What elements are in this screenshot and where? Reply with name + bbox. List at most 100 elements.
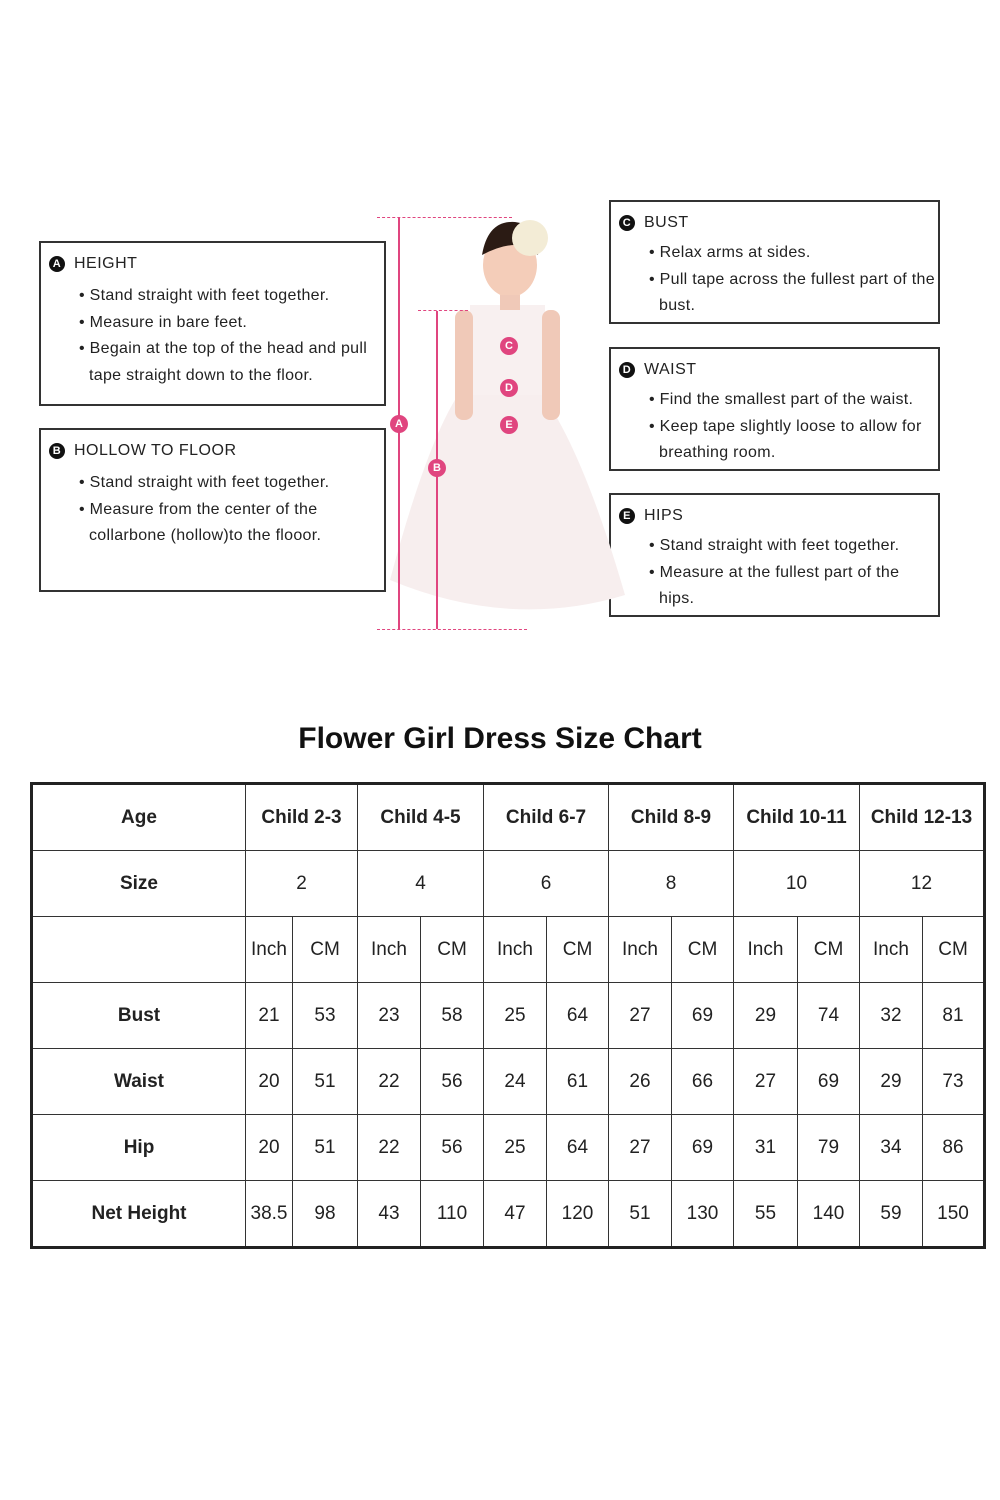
instruction-heading: B HOLLOW TO FLOOR: [49, 442, 237, 460]
instruction-box-bust: C BUST Relax arms at sides.Pull tape acros…: [609, 200, 940, 324]
instruction-bullet: Measure at the fullest part of the hips.: [649, 560, 938, 613]
value-cell: 74: [797, 982, 860, 1049]
value-cell: 31: [733, 1114, 798, 1181]
letter-badge-icon: C: [619, 215, 635, 231]
value-cell: 29: [859, 1048, 923, 1115]
value-cell: 20: [245, 1114, 293, 1181]
instruction-box-hollow-to-floor: B HOLLOW TO FLOOR Stand straight with feet…: [39, 428, 386, 592]
value-cell: 26: [608, 1048, 672, 1115]
instruction-heading: E HIPS: [619, 507, 683, 525]
value-cell: 130: [671, 1180, 734, 1248]
value-cell: 120: [546, 1180, 609, 1248]
unit-header: Inch: [483, 916, 547, 983]
row-label: Hip: [31, 1114, 246, 1181]
value-cell: 27: [733, 1048, 798, 1115]
table-row-age: Age Child 2-3 Child 4-5 Child 6-7 Child 8-9 C…: [31, 783, 985, 851]
girl-figure-illustration: [390, 220, 625, 610]
value-cell: 58: [420, 982, 484, 1049]
row-label: Net Height: [31, 1180, 246, 1248]
unit-header: CM: [292, 916, 358, 983]
value-cell: 69: [797, 1048, 860, 1115]
table-row-units: Inch CM Inch CM Inch CM Inch CM Inch CM Inch CM: [31, 916, 985, 983]
instruction-title: HIPS: [644, 507, 684, 524]
marker-e: E: [500, 416, 518, 434]
age-header: Child 12-13: [859, 783, 985, 851]
unit-header: CM: [922, 916, 985, 983]
value-cell: 59: [859, 1180, 923, 1248]
value-cell: 51: [292, 1048, 358, 1115]
row-label: Size: [31, 850, 246, 917]
letter-badge-icon: B: [49, 443, 65, 459]
value-cell: 56: [420, 1048, 484, 1115]
size-cell: 2: [245, 850, 358, 917]
value-cell: 51: [608, 1180, 672, 1248]
value-cell: 53: [292, 982, 358, 1049]
unit-header: Inch: [608, 916, 672, 983]
value-cell: 66: [671, 1048, 734, 1115]
value-cell: 38.5: [245, 1180, 293, 1248]
unit-header: Inch: [357, 916, 421, 983]
value-cell: 32: [859, 982, 923, 1049]
value-cell: 47: [483, 1180, 547, 1248]
row-label: Bust: [31, 982, 246, 1049]
marker-d: D: [500, 379, 518, 397]
empty-cell: [31, 916, 246, 983]
instruction-bullet: Keep tape slightly loose to allow for br…: [649, 414, 938, 467]
value-cell: 64: [546, 1114, 609, 1181]
floor-guide: [377, 629, 527, 630]
instruction-bullet: Find the smallest part of the waist.: [649, 387, 938, 414]
instruction-list: Stand straight with feet together.Measur…: [79, 283, 384, 389]
instruction-list: Find the smallest part of the waist.Keep…: [649, 387, 938, 467]
table-row: Net Height 38.5 98 43 110 47 120 51 130 55 140 59 15…: [31, 1180, 985, 1248]
value-cell: 21: [245, 982, 293, 1049]
table-row: Waist 20 51 22 56 24 61 26 66 27 69 29 73: [31, 1048, 985, 1115]
size-cell: 8: [608, 850, 734, 917]
value-cell: 86: [922, 1114, 985, 1181]
instruction-list: Stand straight with feet together.Measur…: [79, 470, 384, 550]
table-row: Hip 20 51 22 56 25 64 27 69 31 79 34 86: [31, 1114, 985, 1181]
instruction-bullet: Stand straight with feet together.: [79, 283, 384, 310]
age-header: Child 10-11: [733, 783, 860, 851]
value-cell: 81: [922, 982, 985, 1049]
value-cell: 61: [546, 1048, 609, 1115]
instruction-title: WAIST: [644, 361, 697, 378]
unit-header: Inch: [245, 916, 293, 983]
size-cell: 12: [859, 850, 985, 917]
instruction-heading: A HEIGHT: [49, 255, 137, 273]
value-cell: 56: [420, 1114, 484, 1181]
value-cell: 27: [608, 1114, 672, 1181]
value-cell: 23: [357, 982, 421, 1049]
instruction-bullet: Measure in bare feet.: [79, 310, 384, 337]
value-cell: 25: [483, 1114, 547, 1181]
age-header: Child 4-5: [357, 783, 484, 851]
letter-badge-icon: E: [619, 508, 635, 524]
instruction-title: BUST: [644, 214, 689, 231]
unit-header: CM: [420, 916, 484, 983]
instruction-box-hips: E HIPS Stand straight with feet together.M…: [609, 493, 940, 617]
value-cell: 69: [671, 1114, 734, 1181]
instruction-heading: D WAIST: [619, 361, 697, 379]
unit-header: CM: [671, 916, 734, 983]
value-cell: 27: [608, 982, 672, 1049]
value-cell: 43: [357, 1180, 421, 1248]
unit-header: Inch: [859, 916, 923, 983]
letter-badge-icon: D: [619, 362, 635, 378]
value-cell: 150: [922, 1180, 985, 1248]
unit-header: Inch: [733, 916, 798, 983]
marker-b: B: [428, 459, 446, 477]
instruction-list: Relax arms at sides.Pull tape across the…: [649, 240, 938, 320]
size-table: Age Child 2-3 Child 4-5 Child 6-7 Child 8-9 C…: [30, 782, 986, 1249]
value-cell: 22: [357, 1048, 421, 1115]
size-cell: 4: [357, 850, 484, 917]
value-cell: 25: [483, 982, 547, 1049]
instruction-bullet: Measure from the center of the collarbon…: [79, 497, 384, 550]
value-cell: 29: [733, 982, 798, 1049]
instruction-list: Stand straight with feet together.Measur…: [649, 533, 938, 613]
letter-badge-icon: A: [49, 256, 65, 272]
instruction-heading: C BUST: [619, 214, 689, 232]
row-label: Waist: [31, 1048, 246, 1115]
size-cell: 6: [483, 850, 609, 917]
value-cell: 22: [357, 1114, 421, 1181]
unit-header: CM: [546, 916, 609, 983]
